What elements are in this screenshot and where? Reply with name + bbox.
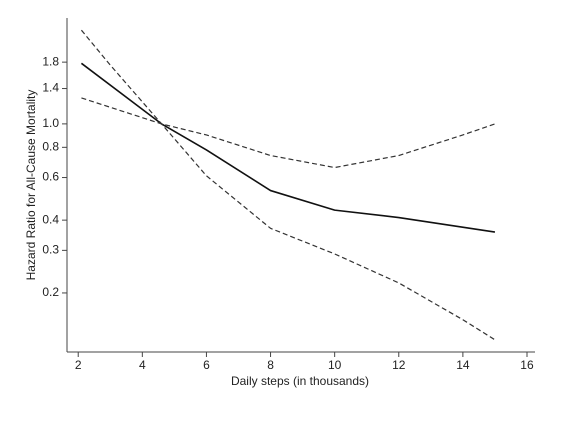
y-tick-label: 0.3 <box>42 243 59 257</box>
dashed-line <box>80 29 496 341</box>
x-tick-label: 6 <box>203 358 210 372</box>
x-tick-label: 16 <box>520 358 534 372</box>
x-tick-label: 2 <box>75 358 82 372</box>
x-tick-label: 10 <box>328 358 342 372</box>
line <box>80 62 496 233</box>
dashed-line <box>81 97 496 169</box>
x-axis-label: Daily steps (in thousands) <box>231 374 369 388</box>
x-tick-label: 8 <box>267 358 274 372</box>
y-axis-label: Hazard Ratio for All-Cause Mortality <box>24 90 38 281</box>
x-tick-label: 12 <box>392 358 406 372</box>
y-tick-label: 0.8 <box>42 139 59 153</box>
x-tick-label: 4 <box>139 358 146 372</box>
y-tick-label: 1.0 <box>42 116 59 130</box>
x-tick-label: 14 <box>456 358 470 372</box>
y-tick-label: 0.4 <box>42 212 59 226</box>
y-tick-label: 0.2 <box>42 285 59 299</box>
y-tick-label: 1.4 <box>42 81 59 95</box>
y-tick-label: 1.8 <box>42 54 59 68</box>
y-tick-label: 0.6 <box>42 170 59 184</box>
